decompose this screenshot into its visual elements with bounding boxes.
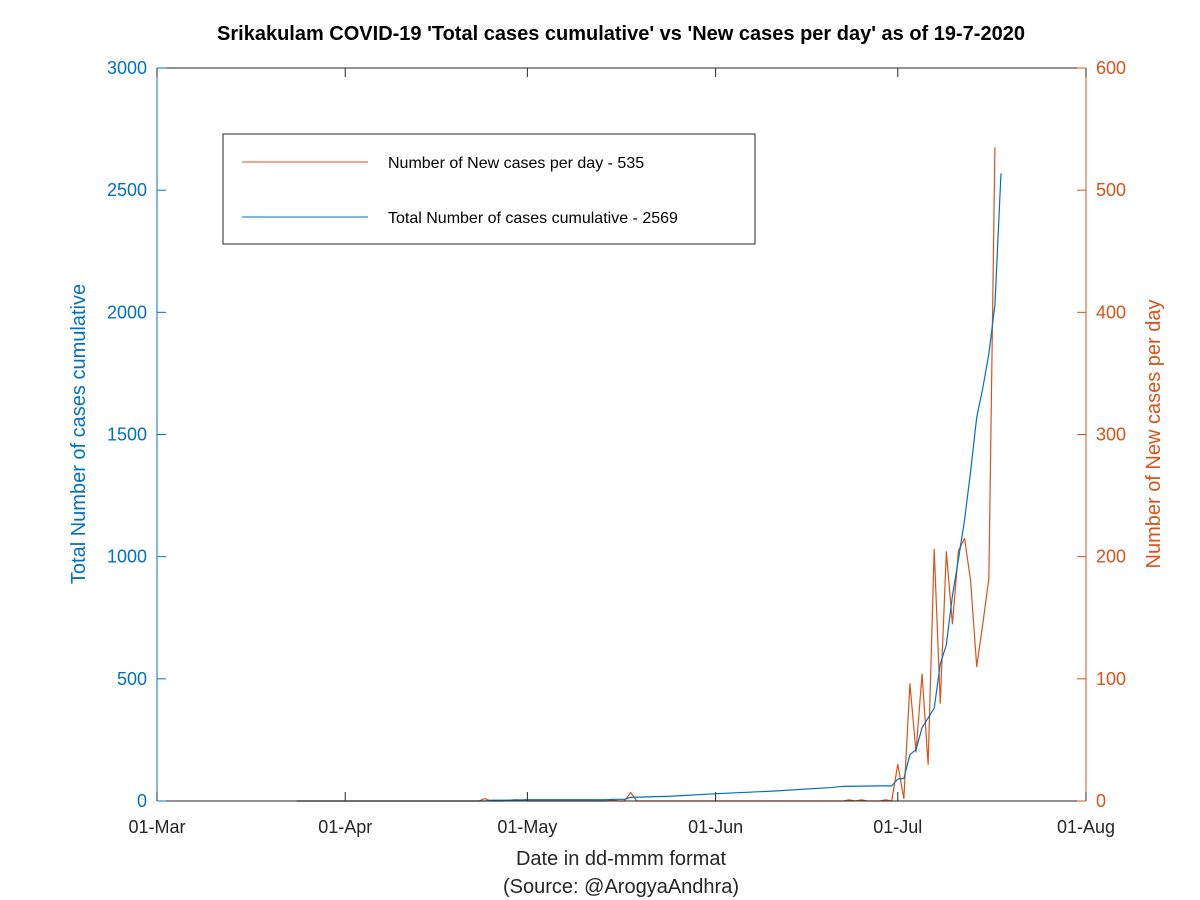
y-left-tick-label: 1500 [107,425,147,445]
y-right-tick-label: 100 [1096,669,1126,689]
y-left-tick-label: 3000 [107,58,147,78]
x-axis-label: Date in dd-mmm format [516,848,726,870]
legend-box [222,133,756,245]
y-axis-left-label: Total Number of cases cumulative [68,284,90,584]
y-right-tick-label: 600 [1096,58,1126,78]
y-left-tick-label: 2000 [107,302,147,322]
y-right-tick-label: 300 [1096,425,1126,445]
source-note: (Source: @ArogyaAndhra) [503,876,739,898]
x-tick-label: 01-May [497,817,557,837]
x-tick-label: 01-Mar [128,817,185,837]
chart-title: Srikakulam COVID-19 'Total cases cumulat… [217,23,1025,45]
series-line-total-cases [296,173,1002,802]
y-left-tick-label: 500 [117,669,147,689]
x-tick-label: 01-Jun [688,817,743,837]
y-right-tick-label: 200 [1096,547,1126,567]
legend: Number of New cases per day - 535 Total … [222,133,756,245]
x-tick-label: 01-Jul [873,817,922,837]
y-left-tick-label: 0 [137,791,147,811]
x-tick-label: 01-Apr [318,817,372,837]
y-left-tick-label: 2500 [107,180,147,200]
axes: 01-Mar 01-Apr 01-May 01-Jun 01-Jul 01-Aug 0 500… [107,58,1126,837]
y-left-tick-label: 1000 [107,547,147,567]
y-axis-right-label: Number of New cases per day [1143,299,1165,568]
y-right-tick-label: 500 [1096,180,1126,200]
y-right-tick-label: 400 [1096,302,1126,322]
y-right-tick-label: 0 [1096,791,1106,811]
legend-label-total-cases: Total Number of cases cumulative - 2569 [388,210,678,227]
x-tick-label: 01-Aug [1057,817,1115,837]
legend-label-new-cases: Number of New cases per day - 535 [388,155,644,172]
